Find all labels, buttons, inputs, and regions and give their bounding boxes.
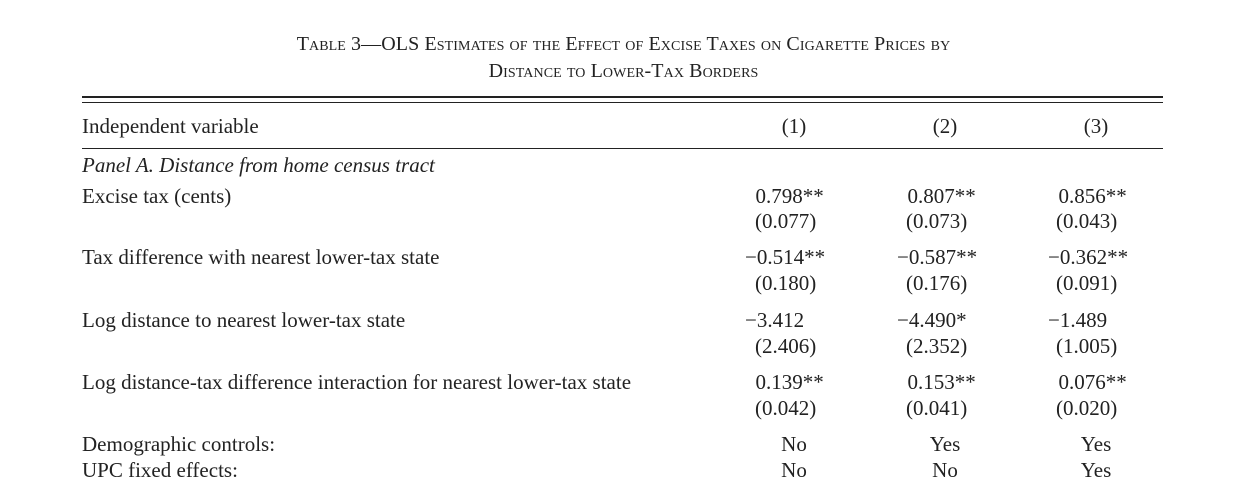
row-label: Log distance to nearest lower-tax state <box>82 308 406 332</box>
coef-cell: 0.153** <box>897 370 976 394</box>
coef-cell: −3.412 <box>745 308 805 332</box>
top-double-rule-upper <box>82 96 1163 98</box>
panel-a-title: Panel A. Distance from home census tract <box>82 153 435 177</box>
se-cell: (0.091) <box>1056 271 1118 295</box>
controls-value: Yes <box>1080 432 1112 456</box>
top-double-rule-lower <box>82 102 1163 103</box>
controls-value: Yes <box>929 432 961 456</box>
controls-row: UPC fixed effects: No No Yes <box>0 457 1247 483</box>
se-cell: (0.073) <box>906 209 968 233</box>
se-cell: (0.180) <box>755 271 817 295</box>
coef-cell: 0.807** <box>897 184 976 208</box>
coef-cell: −1.489 <box>1048 308 1108 332</box>
controls-value: No <box>781 458 807 482</box>
se-row: (0.180) (0.176) (0.091) <box>0 270 1247 296</box>
se-cell: (0.042) <box>755 396 817 420</box>
controls-label: Demographic controls: <box>82 432 276 456</box>
caption-line-1: Table 3—OLS Estimates of the Effect of E… <box>296 33 951 55</box>
column-header-1: (1) <box>781 114 807 138</box>
row-label: Tax difference with nearest lower-tax st… <box>82 245 440 269</box>
controls-value: Yes <box>1080 458 1112 482</box>
coef-cell: 0.798** <box>745 184 824 208</box>
se-cell: (2.352) <box>906 334 968 358</box>
table-row: Excise tax (cents) 0.798** 0.807** 0.856… <box>0 183 1247 209</box>
se-cell: (0.043) <box>1056 209 1118 233</box>
table-caption: Table 3—OLS Estimates of the Effect of E… <box>0 31 1247 85</box>
se-cell: (0.041) <box>906 396 968 420</box>
controls-row: Demographic controls: No Yes Yes <box>0 431 1247 457</box>
table-row: Log distance to nearest lower-tax state … <box>0 307 1247 333</box>
header-row: Independent variable (1) (2) (3) <box>0 113 1247 139</box>
se-cell: (1.005) <box>1056 334 1118 358</box>
header-rule <box>82 148 1163 149</box>
se-row: (2.406) (2.352) (1.005) <box>0 333 1247 359</box>
row-label: Log distance-tax difference interaction … <box>82 370 632 394</box>
table-row: Tax difference with nearest lower-tax st… <box>0 244 1247 270</box>
controls-value: No <box>932 458 958 482</box>
controls-value: No <box>781 432 807 456</box>
controls-label: UPC fixed effects: <box>82 458 238 482</box>
se-cell: (0.176) <box>906 271 968 295</box>
caption-line-2: Distance to Lower-Tax Borders <box>488 60 759 82</box>
se-row: (0.042) (0.041) (0.020) <box>0 395 1247 421</box>
se-row: (0.077) (0.073) (0.043) <box>0 208 1247 234</box>
coef-cell: 0.139** <box>745 370 824 394</box>
coef-cell: −0.514** <box>745 245 826 269</box>
se-cell: (0.020) <box>1056 396 1118 420</box>
coef-cell: 0.856** <box>1048 184 1127 208</box>
se-cell: (0.077) <box>755 209 817 233</box>
row-label: Excise tax (cents) <box>82 184 232 208</box>
coef-cell: −4.490* <box>897 308 967 332</box>
column-header-3: (3) <box>1083 114 1109 138</box>
header-label: Independent variable <box>82 114 259 138</box>
column-header-2: (2) <box>932 114 958 138</box>
table-row: Log distance-tax difference interaction … <box>0 369 1247 395</box>
se-cell: (2.406) <box>755 334 817 358</box>
panel-title-row: Panel A. Distance from home census tract <box>0 152 1247 178</box>
coef-cell: −0.587** <box>897 245 978 269</box>
coef-cell: −0.362** <box>1048 245 1129 269</box>
coef-cell: 0.076** <box>1048 370 1127 394</box>
